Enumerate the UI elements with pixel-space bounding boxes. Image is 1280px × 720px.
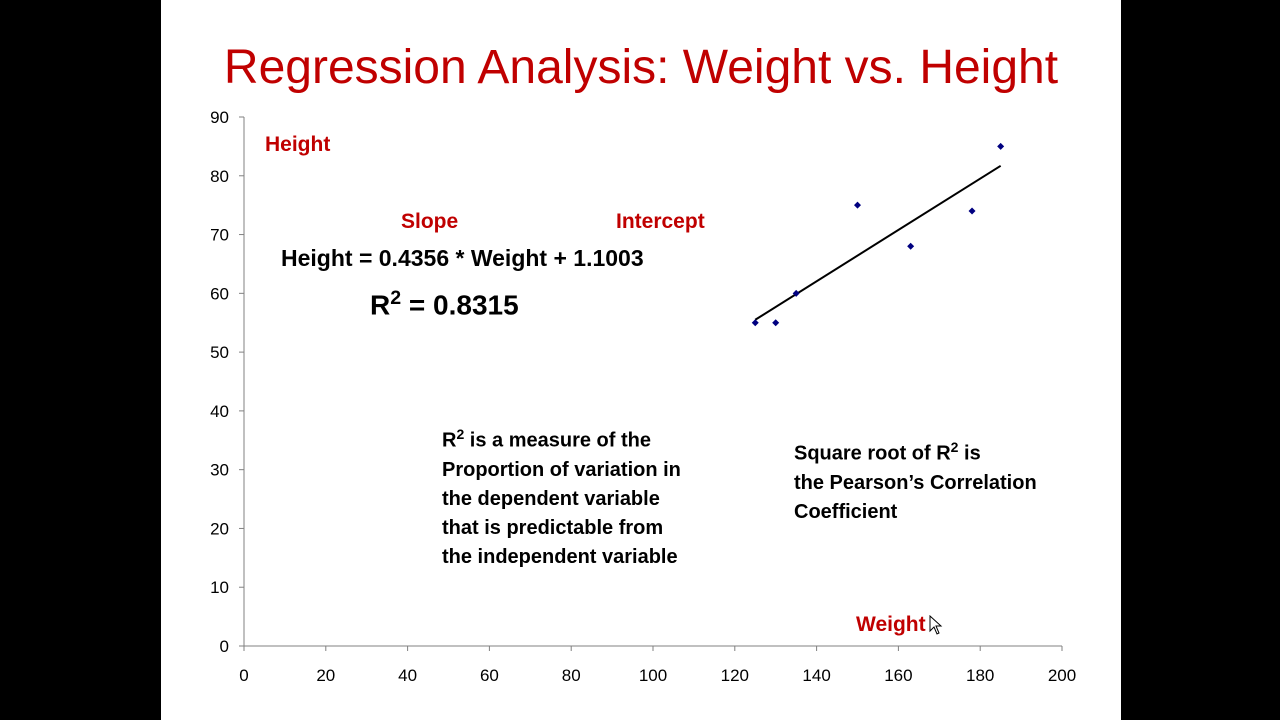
sqrt-note-line: the Pearson’s Correlation bbox=[794, 471, 1037, 494]
r2-note-line: that is predictable from bbox=[442, 516, 664, 539]
data-point bbox=[751, 319, 759, 327]
sqrt-note-prefix: Square root of R bbox=[794, 442, 951, 465]
r2-note-symbol: R bbox=[442, 429, 457, 452]
r2-note-first-line: is a measure of the bbox=[464, 429, 651, 452]
x-tick-label: 160 bbox=[884, 666, 912, 685]
scatter-chart: 0 20 40 60 80 100 120 140 160 180 200 0 10 20 30 40 50 6… bbox=[210, 108, 1076, 685]
r-squared-explanation: R2 is a measure of the Proportion of var… bbox=[442, 420, 772, 572]
y-tick-label: 50 bbox=[210, 343, 229, 362]
y-tick-label: 20 bbox=[210, 519, 229, 538]
x-tick-label: 100 bbox=[639, 666, 667, 685]
regression-equation: Height = 0.4356 * Weight + 1.1003 bbox=[281, 245, 644, 271]
slide: Regression Analysis: Weight vs. Height 0… bbox=[161, 0, 1121, 720]
slope-label: Slope bbox=[401, 210, 459, 233]
r2-note-line: the independent variable bbox=[442, 545, 678, 568]
mouse-pointer-icon bbox=[929, 615, 943, 635]
y-axis-ticks: 0 10 20 30 40 50 60 70 80 90 bbox=[210, 108, 244, 656]
x-tick-label: 20 bbox=[316, 666, 335, 685]
slide-title: Regression Analysis: Weight vs. Height bbox=[223, 41, 1059, 94]
y-tick-label: 0 bbox=[220, 637, 229, 656]
data-point bbox=[854, 201, 861, 209]
r2-note-line: R2 is a measure of the bbox=[442, 420, 772, 456]
y-tick-label: 40 bbox=[210, 402, 229, 421]
r2-note-line: Proportion of variation in bbox=[442, 458, 681, 481]
x-tick-label: 60 bbox=[480, 666, 499, 685]
x-tick-label: 80 bbox=[562, 666, 581, 685]
trendline-group bbox=[754, 164, 1002, 321]
x-tick-label: 0 bbox=[239, 666, 248, 685]
y-tick-label: 80 bbox=[210, 167, 229, 186]
intercept-label: Intercept bbox=[616, 210, 705, 233]
x-tick-label: 200 bbox=[1048, 666, 1076, 685]
data-point bbox=[792, 289, 800, 297]
r2-exponent: 2 bbox=[390, 287, 402, 309]
r2-symbol: R bbox=[370, 289, 391, 321]
y-axis-label: Height bbox=[265, 133, 330, 156]
sqrt-note-exponent: 2 bbox=[950, 439, 959, 455]
y-tick-label: 90 bbox=[210, 108, 229, 127]
y-tick-label: 30 bbox=[210, 461, 229, 480]
data-point bbox=[907, 242, 915, 250]
r2-note-exponent: 2 bbox=[456, 426, 465, 442]
trendline bbox=[754, 164, 1002, 321]
x-axis-label: Weight bbox=[856, 613, 926, 636]
x-tick-label: 140 bbox=[802, 666, 830, 685]
y-tick-label: 70 bbox=[210, 226, 229, 245]
sqrt-note-suffix: is bbox=[958, 442, 981, 465]
r2-number: = 0.8315 bbox=[408, 289, 519, 321]
data-point bbox=[968, 207, 976, 215]
data-point bbox=[772, 319, 780, 327]
sqrt-note-line: Square root of R2 is bbox=[794, 433, 1114, 469]
pearson-correlation-note: Square root of R2 is the Pearson’s Corre… bbox=[794, 433, 1114, 527]
data-point bbox=[997, 142, 1005, 150]
y-tick-label: 10 bbox=[210, 578, 229, 597]
data-points bbox=[751, 142, 1005, 327]
sqrt-note-line: Coefficient bbox=[794, 500, 898, 523]
y-tick-label: 60 bbox=[210, 284, 229, 303]
r-squared-value: R2 = 0.8315 bbox=[370, 287, 519, 321]
x-tick-label: 120 bbox=[721, 666, 749, 685]
x-axis-ticks: 0 20 40 60 80 100 120 140 160 180 200 bbox=[239, 646, 1076, 685]
r2-note-line: the dependent variable bbox=[442, 487, 660, 510]
x-tick-label: 180 bbox=[966, 666, 994, 685]
x-tick-label: 40 bbox=[398, 666, 417, 685]
